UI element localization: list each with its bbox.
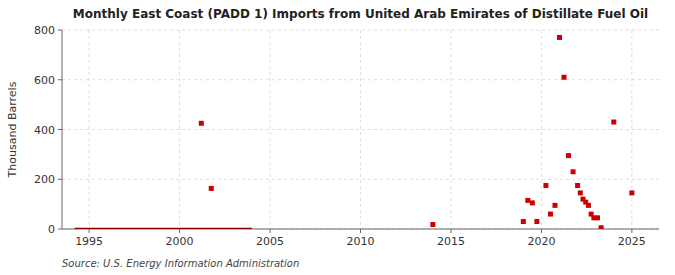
point [209, 186, 214, 191]
point [578, 190, 583, 195]
y-grid-line [62, 179, 659, 180]
point [534, 219, 539, 224]
point [629, 190, 634, 195]
y-tick-label: 0 [48, 223, 55, 236]
point [595, 215, 600, 220]
x-tick [541, 229, 542, 233]
point [199, 121, 204, 126]
title: Monthly East Coast (PADD 1) Imports from… [73, 7, 648, 21]
point [611, 120, 616, 125]
y-tick [58, 179, 62, 180]
x-grid-line [360, 30, 361, 229]
grid [62, 30, 659, 229]
y-tick-label: 600 [34, 74, 55, 87]
chart: 1995 2000 2005 2010 2015 2020 2025 0 200 400 600 80… [0, 0, 675, 275]
y-axis-label: Thousand Barrels [6, 81, 19, 178]
y-axis [62, 30, 63, 229]
point [566, 153, 571, 158]
source: Source: U.S. Energy Information Administ… [62, 258, 299, 269]
line [75, 228, 252, 229]
point [562, 75, 567, 80]
x-tick [450, 229, 451, 233]
point [521, 219, 526, 224]
y-grid-line [62, 129, 659, 130]
x-tick [631, 229, 632, 233]
x-tick [360, 229, 361, 233]
x-tick [270, 229, 271, 233]
x-tick [179, 229, 180, 233]
x-grid-line [179, 30, 180, 229]
x-tick-label: 2000 [166, 235, 194, 248]
x-grid-line [270, 30, 271, 229]
point [552, 203, 557, 208]
point [525, 198, 530, 203]
point [586, 203, 591, 208]
x-grid-line [450, 30, 451, 229]
y-tick [58, 30, 62, 31]
x-tick [89, 229, 90, 233]
y-tick-label: 800 [34, 24, 55, 37]
point [599, 225, 604, 229]
y-tick-label: 400 [34, 124, 55, 137]
x-tick-label: 2015 [437, 235, 465, 248]
point [530, 200, 535, 205]
y-grid-line [62, 229, 659, 230]
x-tick-label: 2010 [347, 235, 375, 248]
x-axis [62, 229, 659, 230]
point [575, 183, 580, 188]
point [543, 183, 548, 188]
point [571, 169, 576, 174]
x-tick-label: 2020 [527, 235, 555, 248]
y-tick-label: 200 [34, 173, 55, 186]
y-tick [58, 229, 62, 230]
x-tick-label: 2025 [618, 235, 646, 248]
y-grid-line [62, 30, 659, 31]
y-tick [58, 129, 62, 130]
x-grid-line [541, 30, 542, 229]
x-tick-label: 1995 [75, 235, 103, 248]
y-grid-line [62, 79, 659, 80]
y-tick [58, 79, 62, 80]
point [430, 222, 435, 227]
marks [75, 35, 635, 229]
point [557, 35, 562, 40]
point [548, 212, 553, 217]
x-tick-label: 2005 [256, 235, 284, 248]
